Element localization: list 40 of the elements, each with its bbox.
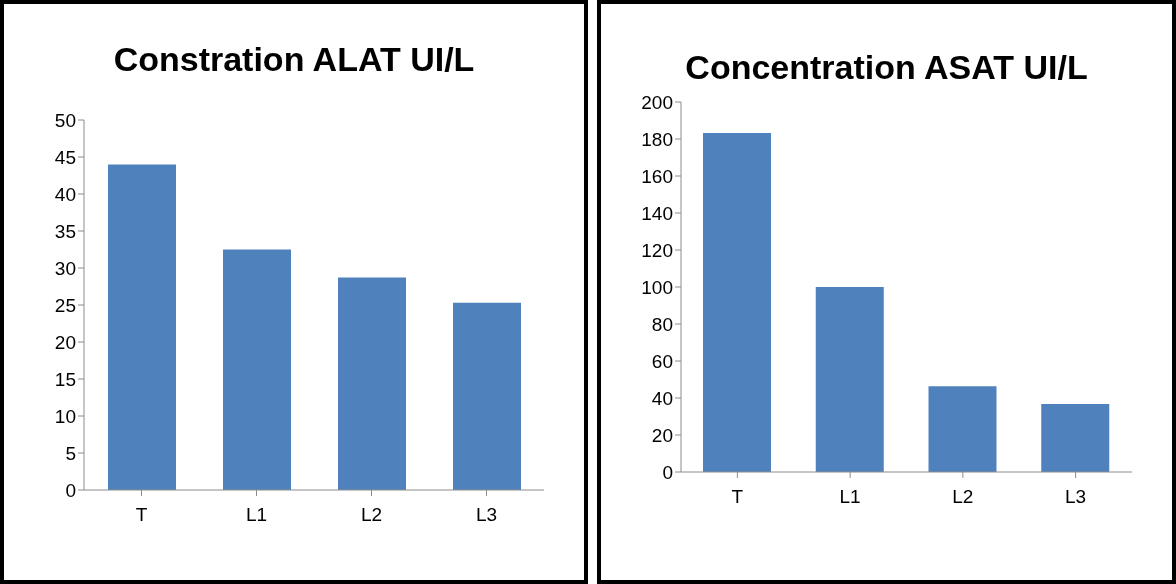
x-tick-label: T (731, 486, 744, 508)
y-tick-label: 0 (662, 461, 673, 483)
y-tick-label: 45 (54, 146, 76, 168)
bar (108, 164, 176, 490)
y-tick-label: 140 (641, 202, 673, 224)
x-tick-label: L1 (839, 486, 861, 508)
y-tick-label: 160 (641, 165, 673, 187)
x-tick-label: T (135, 504, 148, 526)
y-tick-label: 0 (65, 479, 76, 501)
y-tick-label: 30 (54, 257, 76, 279)
y-tick-label: 120 (641, 239, 673, 261)
x-tick-label: L3 (1065, 486, 1087, 508)
bar (453, 302, 521, 490)
y-tick-label: 200 (641, 91, 673, 113)
y-tick-label: 20 (651, 424, 673, 446)
y-tick-label: 40 (54, 183, 76, 205)
chart-title: Constration ALAT UI/L (112, 40, 476, 79)
y-tick-label: 15 (54, 368, 76, 390)
chart-title: Concentration ASAT UI/L (684, 48, 1089, 87)
bar (928, 386, 997, 472)
y-tick-label: 5 (65, 442, 76, 464)
x-tick-label: L2 (952, 486, 974, 508)
y-tick-label: 80 (651, 313, 673, 335)
y-tick-label: 35 (54, 220, 76, 242)
y-tick-label: 100 (641, 276, 673, 298)
y-tick-label: 40 (651, 387, 673, 409)
bar (703, 133, 771, 472)
bar (815, 287, 884, 472)
x-tick-label: L2 (360, 504, 383, 526)
x-tick-label: L3 (475, 504, 498, 526)
y-tick-label: 10 (54, 405, 76, 427)
y-tick-label: 60 (651, 350, 673, 372)
bar (223, 249, 291, 490)
bar (338, 277, 406, 490)
y-tick-label: 180 (641, 128, 673, 150)
y-tick-label: 25 (54, 294, 76, 316)
x-tick-label: L1 (245, 504, 268, 526)
y-tick-label: 20 (54, 331, 76, 353)
bar (1041, 404, 1110, 472)
y-tick-label: 50 (54, 109, 76, 131)
